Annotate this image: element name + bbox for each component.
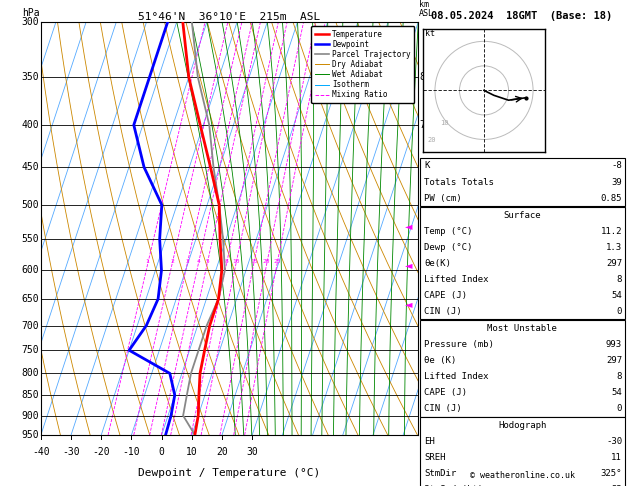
Text: Pressure (mb): Pressure (mb) bbox=[424, 340, 494, 349]
Text: 10: 10 bbox=[186, 447, 198, 457]
Text: EH: EH bbox=[424, 437, 435, 446]
Text: 350: 350 bbox=[21, 72, 39, 82]
Text: -40: -40 bbox=[32, 447, 50, 457]
Text: 993: 993 bbox=[606, 340, 622, 349]
Text: Dewpoint / Temperature (°C): Dewpoint / Temperature (°C) bbox=[138, 468, 321, 478]
Text: 300: 300 bbox=[21, 17, 39, 27]
Text: 20: 20 bbox=[428, 137, 436, 143]
Text: km
ASL: km ASL bbox=[419, 0, 434, 17]
Text: CAPE (J): CAPE (J) bbox=[424, 291, 467, 300]
Text: ◄: ◄ bbox=[404, 299, 412, 309]
Text: 650: 650 bbox=[21, 294, 39, 304]
Text: 5: 5 bbox=[205, 259, 209, 264]
Text: 325°: 325° bbox=[601, 469, 622, 478]
Legend: Temperature, Dewpoint, Parcel Trajectory, Dry Adiabat, Wet Adiabat, Isotherm, Mi: Temperature, Dewpoint, Parcel Trajectory… bbox=[311, 26, 415, 103]
Text: 900: 900 bbox=[21, 411, 39, 420]
Text: Hodograph: Hodograph bbox=[498, 421, 547, 430]
Text: -10: -10 bbox=[123, 447, 140, 457]
Text: Totals Totals: Totals Totals bbox=[424, 177, 494, 187]
Text: 0: 0 bbox=[159, 447, 165, 457]
Text: CIN (J): CIN (J) bbox=[424, 404, 462, 413]
Text: © weatheronline.co.uk: © weatheronline.co.uk bbox=[470, 471, 574, 480]
Text: θe(K): θe(K) bbox=[424, 259, 451, 268]
Text: -30: -30 bbox=[606, 437, 622, 446]
Text: 3: 3 bbox=[186, 259, 189, 264]
Text: LCL: LCL bbox=[419, 390, 437, 400]
Text: 450: 450 bbox=[21, 162, 39, 172]
Text: 54: 54 bbox=[611, 388, 622, 397]
Text: 8: 8 bbox=[419, 72, 425, 82]
Text: 54: 54 bbox=[611, 291, 622, 300]
Text: -20: -20 bbox=[92, 447, 110, 457]
Text: Lifted Index: Lifted Index bbox=[424, 372, 489, 381]
Text: kt: kt bbox=[425, 30, 435, 38]
Text: ◄: ◄ bbox=[404, 221, 412, 231]
Text: 20: 20 bbox=[216, 447, 228, 457]
Text: 23: 23 bbox=[611, 485, 622, 486]
Text: 08.05.2024  18GMT  (Base: 18): 08.05.2024 18GMT (Base: 18) bbox=[431, 11, 613, 21]
Text: 7: 7 bbox=[419, 120, 425, 130]
Text: 0: 0 bbox=[616, 307, 622, 316]
Text: Mixing Ratio (g/kg): Mixing Ratio (g/kg) bbox=[452, 181, 461, 276]
Text: 2: 2 bbox=[419, 368, 425, 379]
Text: 4: 4 bbox=[196, 259, 200, 264]
Text: 0.85: 0.85 bbox=[601, 193, 622, 203]
Text: 500: 500 bbox=[21, 200, 39, 210]
Text: 2: 2 bbox=[170, 259, 174, 264]
Text: 297: 297 bbox=[606, 356, 622, 365]
Text: θe (K): θe (K) bbox=[424, 356, 456, 365]
Text: 3: 3 bbox=[419, 321, 425, 330]
Text: Temp (°C): Temp (°C) bbox=[424, 226, 472, 236]
Text: 5: 5 bbox=[419, 234, 425, 244]
Text: -8: -8 bbox=[611, 161, 622, 171]
Text: SREH: SREH bbox=[424, 453, 445, 462]
Text: 950: 950 bbox=[21, 430, 39, 440]
Text: Most Unstable: Most Unstable bbox=[487, 324, 557, 333]
Text: 6: 6 bbox=[419, 200, 425, 210]
Text: 51°46'N  36°10'E  215m  ASL: 51°46'N 36°10'E 215m ASL bbox=[138, 12, 321, 22]
Text: 4: 4 bbox=[419, 265, 425, 275]
Text: 1: 1 bbox=[146, 259, 150, 264]
Text: 400: 400 bbox=[21, 120, 39, 130]
Text: 750: 750 bbox=[21, 345, 39, 355]
Text: 600: 600 bbox=[21, 265, 39, 275]
Text: 11.2: 11.2 bbox=[601, 226, 622, 236]
Text: 11: 11 bbox=[611, 453, 622, 462]
Text: Surface: Surface bbox=[504, 210, 541, 220]
Text: hPa: hPa bbox=[22, 8, 40, 17]
Text: 0: 0 bbox=[616, 404, 622, 413]
Text: 15: 15 bbox=[250, 259, 257, 264]
Text: CAPE (J): CAPE (J) bbox=[424, 388, 467, 397]
Text: 550: 550 bbox=[21, 234, 39, 244]
Text: 30: 30 bbox=[247, 447, 258, 457]
Text: 39: 39 bbox=[611, 177, 622, 187]
Text: 297: 297 bbox=[606, 259, 622, 268]
Text: -30: -30 bbox=[62, 447, 80, 457]
Text: 8: 8 bbox=[616, 372, 622, 381]
Text: 8: 8 bbox=[225, 259, 228, 264]
Text: StmDir: StmDir bbox=[424, 469, 456, 478]
Text: 20: 20 bbox=[263, 259, 270, 264]
Text: 25: 25 bbox=[273, 259, 281, 264]
Text: 800: 800 bbox=[21, 368, 39, 379]
Text: CIN (J): CIN (J) bbox=[424, 307, 462, 316]
Text: 700: 700 bbox=[21, 321, 39, 330]
Text: 850: 850 bbox=[21, 390, 39, 400]
Text: K: K bbox=[424, 161, 430, 171]
Text: StmSpd (kt): StmSpd (kt) bbox=[424, 485, 483, 486]
Text: 8: 8 bbox=[616, 275, 622, 284]
Text: 10: 10 bbox=[232, 259, 240, 264]
Text: Lifted Index: Lifted Index bbox=[424, 275, 489, 284]
Text: Dewp (°C): Dewp (°C) bbox=[424, 243, 472, 252]
Text: ◄: ◄ bbox=[404, 260, 412, 270]
Text: 1: 1 bbox=[419, 411, 425, 420]
Text: PW (cm): PW (cm) bbox=[424, 193, 462, 203]
Text: 10: 10 bbox=[440, 120, 448, 126]
Text: 1.3: 1.3 bbox=[606, 243, 622, 252]
